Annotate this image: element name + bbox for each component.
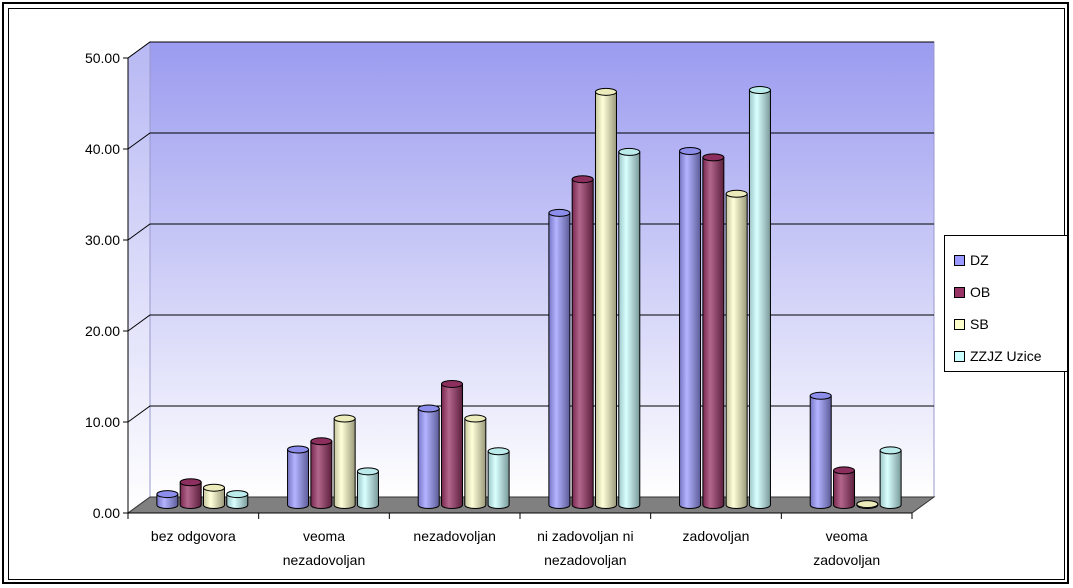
legend-swatch-dz xyxy=(954,254,965,266)
bar-zzjz-uzice-5 xyxy=(879,446,902,509)
gridline xyxy=(127,405,934,423)
bar-zzjz-uzice-2 xyxy=(487,447,510,509)
legend-swatch-sb xyxy=(954,318,965,330)
bar-dz-0 xyxy=(156,490,179,509)
bar-ob-4 xyxy=(702,153,725,509)
x-tick-label: veoma xyxy=(826,528,868,544)
bar-dz-1 xyxy=(287,445,310,509)
legend-swatch-ob xyxy=(954,286,965,298)
bar-ob-3 xyxy=(571,175,594,509)
x-tick-label: nezadovoljan xyxy=(544,552,627,568)
bar-dz-4 xyxy=(679,147,702,509)
legend-label-sb: SB xyxy=(970,316,989,332)
legend-label-dz: DZ xyxy=(970,252,989,268)
bar-dz-5 xyxy=(809,391,832,509)
bar-ob-2 xyxy=(441,379,464,509)
x-tick-label: bez odgovora xyxy=(151,528,236,544)
y-tick-label: 0.00 xyxy=(93,505,120,521)
bar-ob-1 xyxy=(310,437,333,509)
legend-item-ob: OB xyxy=(945,276,1067,308)
gridline xyxy=(127,223,934,241)
bar-sb-1 xyxy=(333,414,356,509)
legend-label-zzjz: ZZJZ Uzice xyxy=(970,348,1042,364)
y-tick-label: 40.00 xyxy=(85,141,120,157)
x-tick-label: ni zadovoljan ni xyxy=(537,528,634,544)
bar-sb-4 xyxy=(725,189,748,509)
gridline xyxy=(127,132,934,150)
bar-dz-3 xyxy=(548,208,571,509)
legend-item-dz: DZ xyxy=(945,244,1067,276)
x-tick-label: nezadovoljan xyxy=(413,528,496,544)
gridline xyxy=(127,314,934,332)
legend-item-zzjz: ZZJZ Uzice xyxy=(945,340,1067,372)
bar-sb-0 xyxy=(202,483,225,509)
bar-zzjz-uzice-0 xyxy=(226,490,249,509)
legend: DZ OB SB ZZJZ Uzice xyxy=(944,235,1068,372)
bar-sb-2 xyxy=(464,414,487,509)
x-tick-label: zadovoljan xyxy=(813,552,880,568)
legend-item-sb: SB xyxy=(945,308,1067,340)
x-tick-label: zadovoljan xyxy=(683,528,750,544)
bar-sb-3 xyxy=(594,87,617,509)
y-tick-label: 10.00 xyxy=(85,414,120,430)
bar-ob-0 xyxy=(179,478,202,509)
side-wall xyxy=(127,41,151,514)
y-tick-label: 20.00 xyxy=(85,323,120,339)
legend-label-ob: OB xyxy=(970,284,991,300)
x-tick-label: veoma xyxy=(303,528,345,544)
bar-zzjz-uzice-3 xyxy=(618,147,641,509)
gridline xyxy=(127,41,934,59)
bar-dz-2 xyxy=(417,404,440,509)
legend-swatch-zzjz xyxy=(954,350,965,362)
bar-zzjz-uzice-4 xyxy=(748,86,771,509)
x-tick-label: nezadovoljan xyxy=(283,552,366,568)
y-tick-label: 50.00 xyxy=(85,50,120,66)
bar-ob-5 xyxy=(833,466,856,509)
bar-zzjz-uzice-1 xyxy=(356,467,379,509)
bar-sb-5 xyxy=(856,500,879,509)
y-tick-label: 30.00 xyxy=(85,232,120,248)
